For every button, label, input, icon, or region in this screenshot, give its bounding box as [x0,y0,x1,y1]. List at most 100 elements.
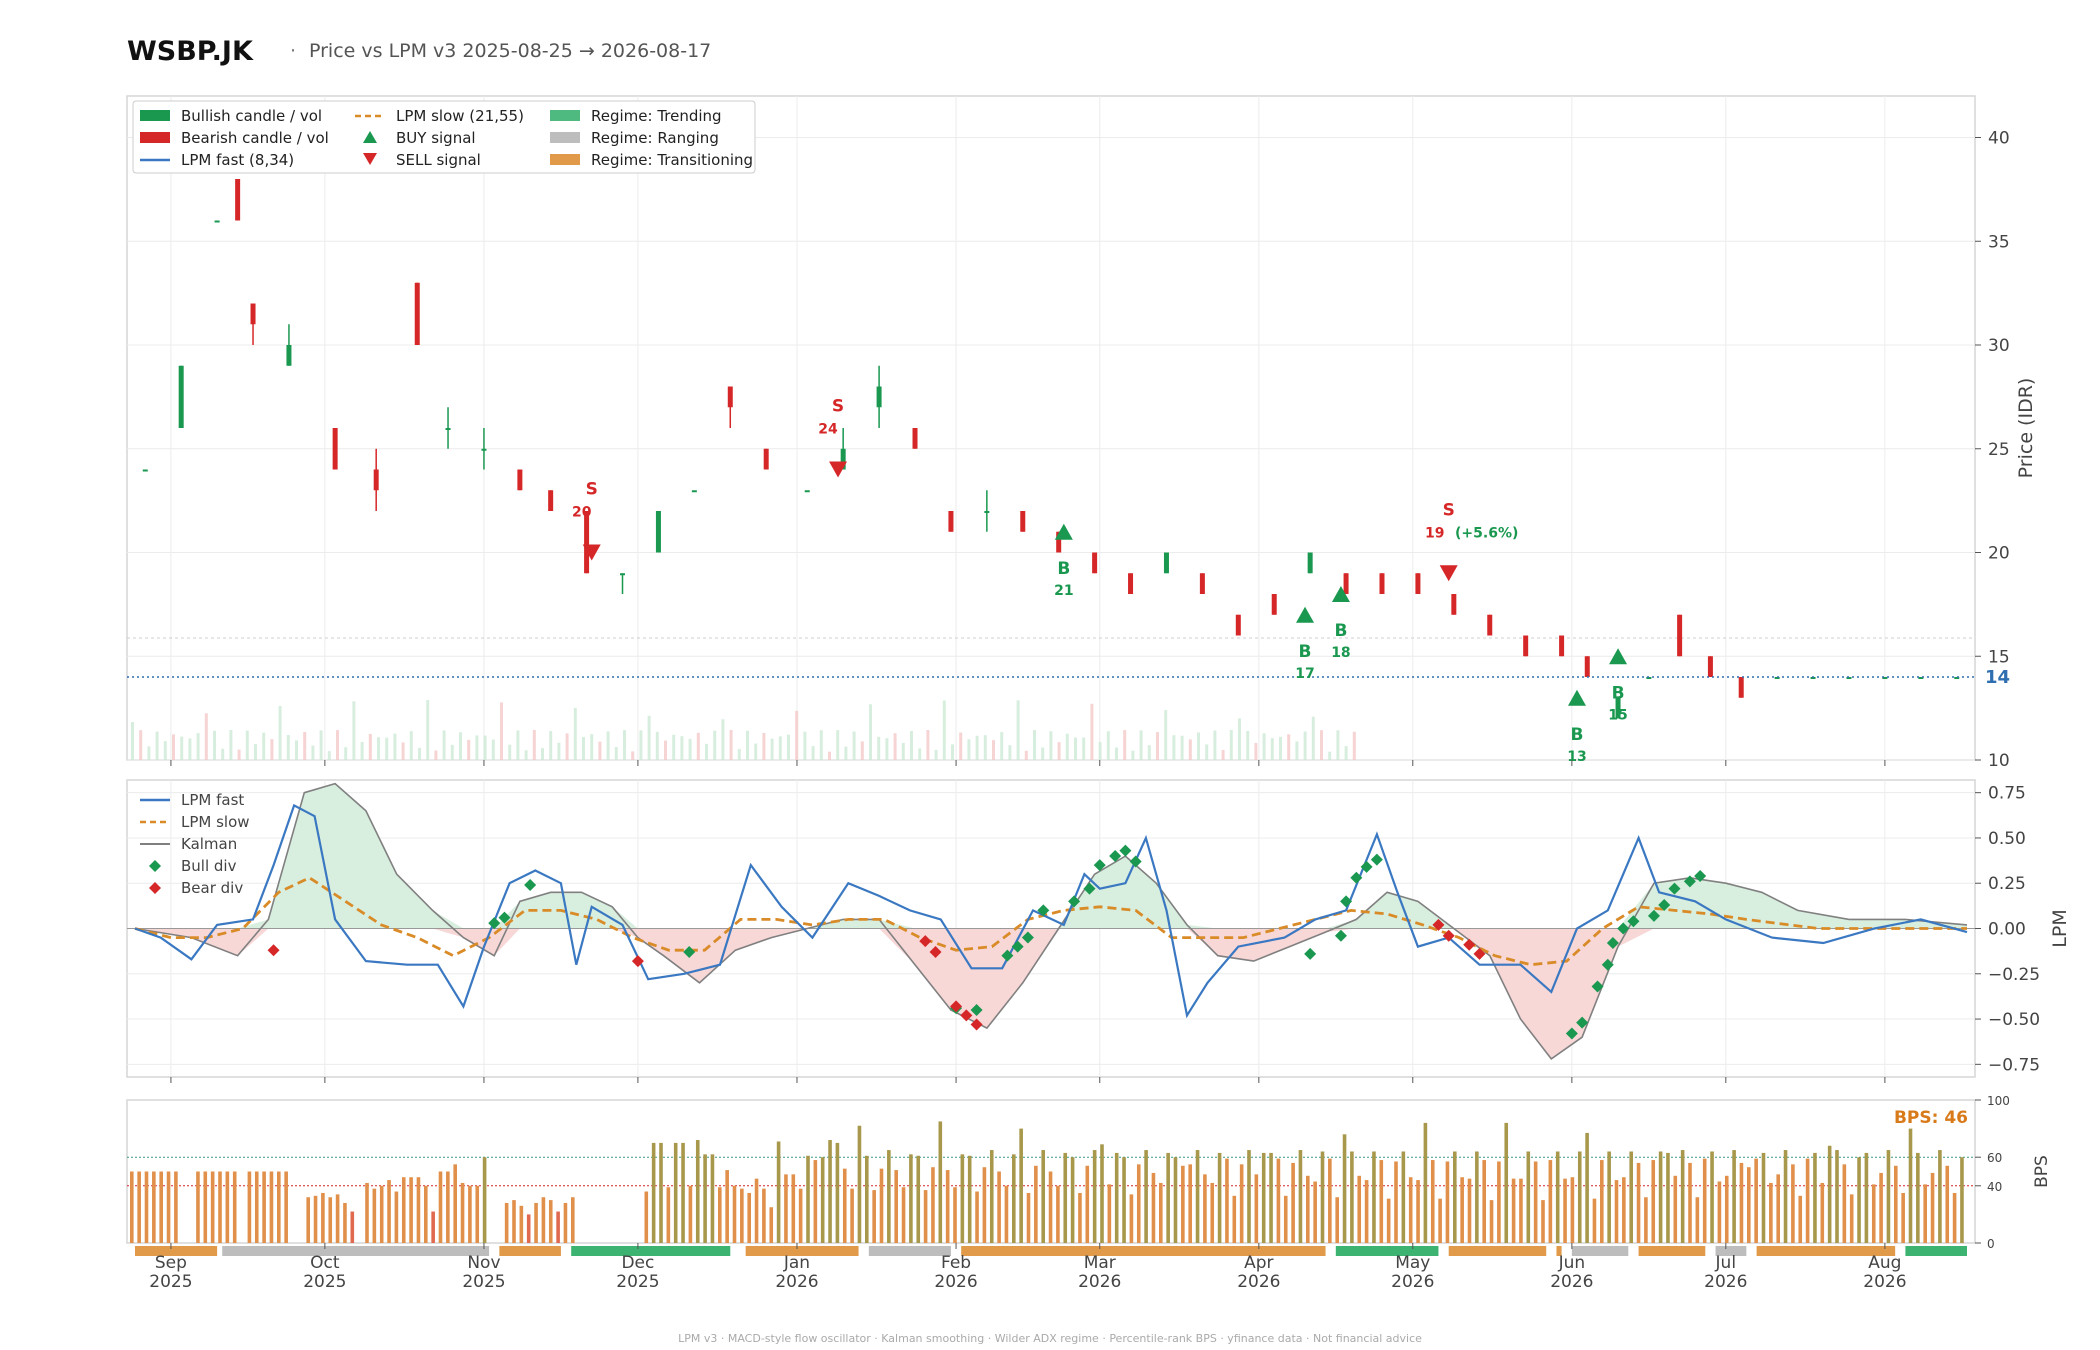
legend-label: Bearish candle / vol [181,129,329,147]
bps-bar [409,1177,413,1243]
bps-bar [1585,1132,1589,1243]
bps-bar [762,1188,766,1243]
sell-signal-marker [1439,565,1458,582]
regime-segment-transitioning [1638,1246,1706,1256]
bps-bar [1122,1157,1126,1243]
volume-bar [442,730,446,760]
bps-bar [1430,1160,1435,1243]
volume-bar [385,737,389,760]
bps-bar [695,1140,700,1243]
sell-signal-value: 20 [572,505,592,521]
volume-bar [910,730,913,760]
bps-bar [1269,1152,1273,1243]
regime-segment-ranging [1715,1246,1747,1256]
volume-bar [1115,747,1118,760]
candle-body [1559,635,1565,657]
bps-bar [1129,1194,1134,1243]
legend-swatch [149,882,161,894]
red-triangle-down-icon [363,153,377,165]
volume-bar [557,742,561,760]
volume-bar [245,730,249,760]
buy-signal-marker [1567,689,1586,706]
candle-body [1954,677,1960,679]
bps-bar [343,1202,347,1243]
volume-bar [1033,730,1036,760]
bps-bar [1945,1165,1950,1243]
bps-bar [1717,1181,1722,1243]
lpm-fast-line [134,803,1968,1019]
candle-body [1092,552,1098,574]
bps-bar [916,1155,921,1243]
volume-bar [196,733,200,760]
bps-bar [1012,1154,1016,1243]
buy-signal-letter: B [1571,725,1584,745]
bps-bar [1960,1157,1964,1243]
x-tick-label-year: 2026 [1704,1272,1747,1292]
bps-bar [1181,1165,1185,1243]
volume-bar [926,730,930,760]
volume-bar [680,736,684,760]
volume-bar [696,732,700,760]
candle-body [1523,635,1529,657]
orange-patch-icon [550,154,580,165]
volume-bar [1295,741,1299,760]
volume-bar [836,730,840,760]
bps-bar [438,1171,443,1243]
bull-divergence-marker [1683,875,1696,888]
bps-bar [482,1157,487,1243]
volume-bar [1156,732,1159,760]
bps-bar [335,1194,340,1243]
bps-bar [1283,1195,1288,1243]
bps-bar [571,1197,575,1243]
volume-bar [270,739,274,760]
bps-bar [651,1142,656,1243]
bps-bar [1114,1152,1119,1243]
bps-bar [710,1154,715,1243]
x-tick-label-year: 2026 [1237,1272,1280,1292]
bps-bar [901,1187,906,1243]
volume-bar [360,741,364,760]
bps-bar [1688,1162,1692,1243]
legend-swatch [149,860,161,872]
volume-bar [1254,742,1258,760]
regime-segment-transitioning [135,1246,218,1256]
volume-bar [573,707,577,760]
bps-bar [1092,1150,1097,1243]
candle-body [984,511,990,513]
volume-bar [869,704,872,760]
bps-bar [894,1170,898,1243]
bps-bar [1151,1172,1156,1243]
bps-bar [725,1170,729,1243]
bps-bar [1335,1197,1339,1243]
bps-bar [203,1171,208,1243]
candle-body [876,386,882,408]
title-separator: · [290,40,296,62]
bull-divergence-marker [488,917,501,930]
bps-bar [1026,1192,1031,1243]
bps-bar [1063,1152,1068,1243]
bps-bar [1938,1150,1942,1243]
bps-bar [960,1154,965,1243]
candle-body [763,448,769,470]
kalman-positive-fill [135,783,1967,929]
volume-bar [147,746,151,760]
bps-bar [1541,1200,1545,1243]
bps-bar [1232,1195,1237,1243]
bps-bar [1622,1177,1626,1243]
bear-divergence-marker [631,955,644,968]
bear-divergence-marker [919,935,932,948]
candle-body [1707,656,1713,677]
legend-label: Regime: Trending [591,107,722,125]
bull-divergence-marker [1694,869,1707,882]
candle-body [1020,511,1026,532]
bps-bar [1034,1165,1038,1243]
bps-bar [372,1188,377,1243]
bps-bar [1563,1178,1567,1243]
bps-bar [1460,1177,1464,1243]
sell-signal-letter: S [832,397,844,417]
bps-bar [1291,1162,1295,1243]
volume-bar [1238,718,1241,760]
volume-bar [237,749,241,760]
candle-body [1379,573,1385,594]
bull-divergence-marker [1658,898,1671,911]
